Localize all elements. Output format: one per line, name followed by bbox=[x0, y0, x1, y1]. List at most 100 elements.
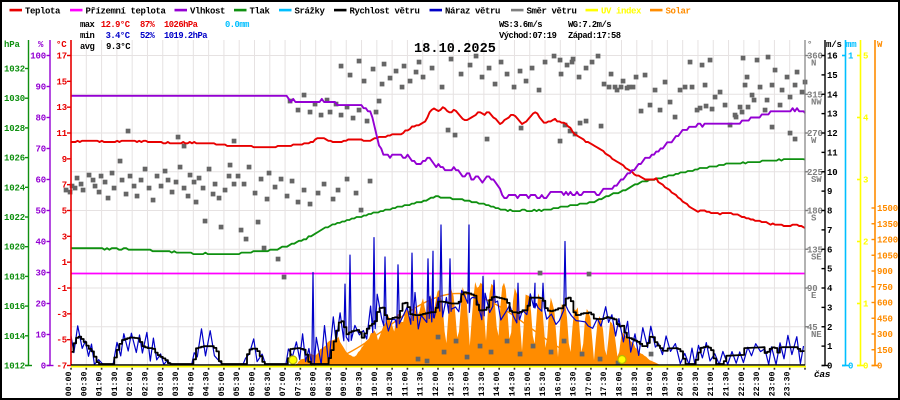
svg-text:10:00: 10:00 bbox=[371, 371, 380, 396]
svg-text:min: min bbox=[80, 31, 95, 41]
svg-text:14:30: 14:30 bbox=[509, 371, 518, 396]
svg-text:15: 15 bbox=[56, 77, 67, 87]
svg-text:13:00: 13:00 bbox=[463, 371, 472, 396]
svg-text:18:00: 18:00 bbox=[616, 371, 625, 396]
svg-text:1028: 1028 bbox=[4, 124, 25, 134]
svg-text:max: max bbox=[80, 20, 96, 30]
svg-text:900: 900 bbox=[877, 267, 893, 277]
svg-text:135: 135 bbox=[807, 245, 823, 255]
svg-text:15:30: 15:30 bbox=[539, 371, 548, 396]
svg-text:9: 9 bbox=[62, 155, 67, 165]
svg-text:NW: NW bbox=[811, 97, 822, 107]
svg-text:-5: -5 bbox=[56, 336, 67, 346]
svg-text:m/s: m/s bbox=[826, 40, 842, 50]
svg-text:1032: 1032 bbox=[4, 65, 25, 75]
svg-text:5: 5 bbox=[827, 265, 832, 275]
svg-text:03:30: 03:30 bbox=[172, 371, 181, 396]
svg-text:Vlhkost: Vlhkost bbox=[190, 7, 225, 17]
svg-text:09:00: 09:00 bbox=[340, 371, 349, 396]
svg-text:%: % bbox=[38, 40, 44, 50]
svg-text:N: N bbox=[811, 59, 816, 69]
svg-text:750: 750 bbox=[877, 283, 893, 293]
svg-text:21:00: 21:00 bbox=[707, 371, 716, 396]
svg-text:Náraz větru: Náraz větru bbox=[445, 7, 500, 17]
svg-text:Solar: Solar bbox=[666, 7, 691, 17]
svg-text:180: 180 bbox=[807, 207, 823, 217]
svg-text:1019.2hPa: 1019.2hPa bbox=[164, 31, 208, 41]
svg-text:5: 5 bbox=[62, 207, 67, 217]
svg-text:07:30: 07:30 bbox=[294, 371, 303, 396]
svg-text:45: 45 bbox=[807, 323, 818, 333]
svg-text:23:30: 23:30 bbox=[784, 371, 793, 396]
svg-text:225: 225 bbox=[807, 168, 823, 178]
svg-text:0: 0 bbox=[827, 362, 832, 372]
svg-text:4: 4 bbox=[863, 114, 869, 124]
svg-text:16:30: 16:30 bbox=[570, 371, 579, 396]
svg-text:Směr větru: Směr větru bbox=[527, 7, 577, 17]
svg-text:00:00: 00:00 bbox=[65, 371, 74, 396]
svg-text:2: 2 bbox=[863, 238, 868, 248]
svg-text:SW: SW bbox=[811, 175, 822, 185]
svg-text:Tlak: Tlak bbox=[250, 7, 271, 17]
svg-text:17:30: 17:30 bbox=[600, 371, 609, 396]
svg-text:15:00: 15:00 bbox=[524, 371, 533, 396]
svg-text:70: 70 bbox=[35, 145, 46, 155]
svg-text:1018: 1018 bbox=[4, 272, 25, 282]
svg-text:11:30: 11:30 bbox=[417, 371, 426, 396]
svg-text:8: 8 bbox=[827, 207, 832, 217]
svg-text:9.3°C: 9.3°C bbox=[106, 42, 131, 52]
svg-text:12:30: 12:30 bbox=[447, 371, 456, 396]
svg-text:1050: 1050 bbox=[877, 251, 898, 261]
svg-text:14: 14 bbox=[827, 90, 838, 100]
svg-text:Rychlost větru: Rychlost větru bbox=[350, 7, 420, 17]
svg-text:13: 13 bbox=[56, 103, 67, 113]
svg-text:16:00: 16:00 bbox=[554, 371, 563, 396]
svg-text:09:30: 09:30 bbox=[356, 371, 365, 396]
svg-text:13:30: 13:30 bbox=[478, 371, 487, 396]
svg-text:S: S bbox=[811, 214, 817, 224]
svg-text:01:30: 01:30 bbox=[111, 371, 120, 396]
svg-text:-1: -1 bbox=[56, 284, 67, 294]
svg-text:3: 3 bbox=[827, 303, 832, 313]
svg-text:06:00: 06:00 bbox=[249, 371, 258, 396]
svg-text:22:00: 22:00 bbox=[738, 371, 747, 396]
svg-text:1: 1 bbox=[848, 52, 854, 62]
svg-text:03:00: 03:00 bbox=[157, 371, 166, 396]
svg-text:600: 600 bbox=[877, 299, 893, 309]
svg-text:19:30: 19:30 bbox=[661, 371, 670, 396]
svg-text:1020: 1020 bbox=[4, 243, 25, 253]
svg-text:4: 4 bbox=[827, 284, 833, 294]
svg-text:5: 5 bbox=[863, 52, 868, 62]
svg-text:7: 7 bbox=[827, 226, 832, 236]
svg-text:21:30: 21:30 bbox=[723, 371, 732, 396]
svg-text:3: 3 bbox=[62, 232, 67, 242]
svg-text:1024: 1024 bbox=[4, 183, 26, 193]
svg-text:50: 50 bbox=[35, 207, 46, 217]
svg-text:°: ° bbox=[807, 40, 812, 50]
svg-text:20:30: 20:30 bbox=[692, 371, 701, 396]
svg-text:18.10.2025: 18.10.2025 bbox=[414, 42, 496, 57]
svg-text:270: 270 bbox=[807, 129, 823, 139]
svg-text:05:30: 05:30 bbox=[233, 371, 242, 396]
svg-text:11:00: 11:00 bbox=[401, 371, 410, 396]
svg-text:22:30: 22:30 bbox=[753, 371, 762, 396]
svg-text:300: 300 bbox=[877, 330, 893, 340]
svg-text:02:00: 02:00 bbox=[126, 371, 135, 396]
svg-text:20:00: 20:00 bbox=[677, 371, 686, 396]
svg-text:05:00: 05:00 bbox=[218, 371, 227, 396]
svg-text:3: 3 bbox=[863, 176, 868, 186]
svg-text:0: 0 bbox=[41, 362, 46, 372]
svg-text:12.9°C: 12.9°C bbox=[101, 20, 131, 30]
svg-text:14:00: 14:00 bbox=[493, 371, 502, 396]
svg-text:01:00: 01:00 bbox=[96, 371, 105, 396]
svg-text:1: 1 bbox=[827, 342, 833, 352]
svg-text:0: 0 bbox=[848, 362, 853, 372]
svg-text:10: 10 bbox=[827, 168, 838, 178]
svg-text:E: E bbox=[811, 291, 817, 301]
svg-text:WS:3.6m/s: WS:3.6m/s bbox=[499, 20, 542, 30]
svg-text:06:30: 06:30 bbox=[264, 371, 273, 396]
svg-text:19:00: 19:00 bbox=[646, 371, 655, 396]
svg-text:1016: 1016 bbox=[4, 302, 25, 312]
svg-text:12: 12 bbox=[827, 129, 838, 139]
svg-text:11: 11 bbox=[827, 148, 838, 158]
